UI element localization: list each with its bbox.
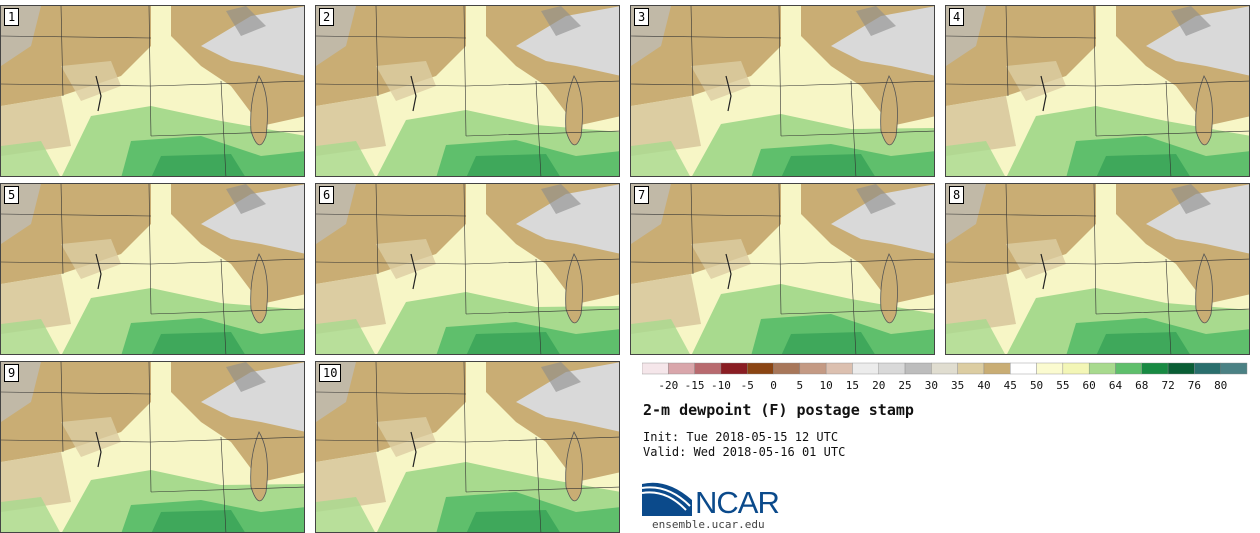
- dewpoint-map: [1, 184, 304, 354]
- ensemble-member-panel: 6: [315, 183, 620, 355]
- member-number-label: 2: [319, 8, 335, 26]
- colorbar-segment: [904, 362, 932, 375]
- colorbar-tick-label: 15: [846, 379, 859, 392]
- ensemble-member-panel: 7: [630, 183, 935, 355]
- member-number-label: 1: [4, 8, 20, 26]
- colorbar-segment: [1062, 362, 1090, 375]
- dewpoint-map: [946, 6, 1249, 176]
- colorbar-segment: [1141, 362, 1169, 375]
- colorbar-tick-label: 68: [1135, 379, 1148, 392]
- colorbar-segment: [1088, 362, 1116, 375]
- colorbar-tick-label: 76: [1188, 379, 1201, 392]
- ensemble-member-panel: 1: [0, 5, 305, 177]
- colorbar-tick-label: 45: [1004, 379, 1017, 392]
- colorbar-tick-label: 30: [925, 379, 938, 392]
- colorbar-tick-label: 20: [872, 379, 885, 392]
- dewpoint-map: [946, 184, 1249, 354]
- colorbar-segment: [983, 362, 1011, 375]
- colorbar-segment: [799, 362, 827, 375]
- colorbar-tick-label: 64: [1109, 379, 1123, 392]
- dewpoint-map: [1, 6, 304, 176]
- member-number-label: 6: [319, 186, 335, 204]
- colorbar-tick-label: 40: [977, 379, 990, 392]
- dewpoint-map: [631, 184, 934, 354]
- colorbar-segment: [720, 362, 748, 375]
- member-number-label: 9: [4, 364, 20, 382]
- colorbar-tick-label: 5: [797, 379, 804, 392]
- dewpoint-map: [316, 184, 619, 354]
- ensemble-member-panel: 4: [945, 5, 1250, 177]
- colorbar-tick-label: 10: [820, 379, 833, 392]
- member-number-label: 3: [634, 8, 650, 26]
- ensemble-member-panel: 10: [315, 361, 620, 533]
- dewpoint-map: [316, 6, 619, 176]
- colorbar-segment: [1167, 362, 1195, 375]
- colorbar-tick-label: -5: [741, 379, 754, 392]
- dewpoint-map: [1, 362, 304, 532]
- colorbar-tick-label: 60: [1083, 379, 1096, 392]
- logo-name: NCAR: [695, 485, 780, 520]
- ensemble-member-panel: 9: [0, 361, 305, 533]
- colorbar-tick-label: 55: [1056, 379, 1069, 392]
- colorbar-segment: [1115, 362, 1142, 375]
- colorbar-segment: [1036, 362, 1064, 375]
- colorbar-segment: [1194, 362, 1221, 375]
- dewpoint-map: [316, 362, 619, 532]
- colorbar-segment: [957, 362, 985, 375]
- member-number-label: 7: [634, 186, 650, 204]
- ensemble-member-panel: 8: [945, 183, 1250, 355]
- colorbar-tick-label: 72: [1161, 379, 1174, 392]
- colorbar-tick-label: 25: [898, 379, 911, 392]
- colorbar-segment: [931, 362, 958, 375]
- colorbar-tick-label: 80: [1214, 379, 1227, 392]
- colorbar-tick-label: -20: [658, 379, 678, 392]
- colorbar-segment: [878, 362, 906, 375]
- figure-title: 2-m dewpoint (F) postage stamp: [643, 401, 914, 419]
- colorbar-segment: [668, 362, 695, 375]
- colorbar-segment: [1010, 362, 1037, 375]
- member-number-label: 8: [949, 186, 965, 204]
- colorbar-tick-label: 50: [1030, 379, 1043, 392]
- member-number-label: 10: [319, 364, 342, 382]
- colorbar-segment: [825, 362, 853, 375]
- colorbar-segment: [852, 362, 879, 375]
- member-number-label: 4: [949, 8, 965, 26]
- dewpoint-map: [631, 6, 934, 176]
- colorbar-tick-label: 35: [951, 379, 964, 392]
- colorbar-segment: [694, 362, 722, 375]
- ensemble-member-panel: 5: [0, 183, 305, 355]
- valid-time: Valid: Wed 2018-05-16 01 UTC: [643, 445, 846, 459]
- colorbar-segment: [747, 362, 774, 375]
- ensemble-member-panel: 2: [315, 5, 620, 177]
- colorbar-tick-label: -15: [685, 379, 705, 392]
- ncar-logo-icon: [642, 482, 692, 516]
- colorbar-tick-label: -10: [711, 379, 731, 392]
- logo-url: ensemble.ucar.edu: [652, 518, 765, 531]
- member-number-label: 5: [4, 186, 20, 204]
- colorbar-segment: [642, 362, 669, 375]
- init-time: Init: Tue 2018-05-15 12 UTC: [643, 430, 839, 444]
- colorbar: -20 -15 -10 -5 0 5 10 15 20 25 30 35 40 45 50 55 60 64 68 7…: [642, 362, 1248, 392]
- ensemble-member-panel: 3: [630, 5, 935, 177]
- colorbar-tick-label: 0: [770, 379, 777, 392]
- colorbar-segment: [1220, 362, 1248, 375]
- colorbar-segment: [773, 362, 801, 375]
